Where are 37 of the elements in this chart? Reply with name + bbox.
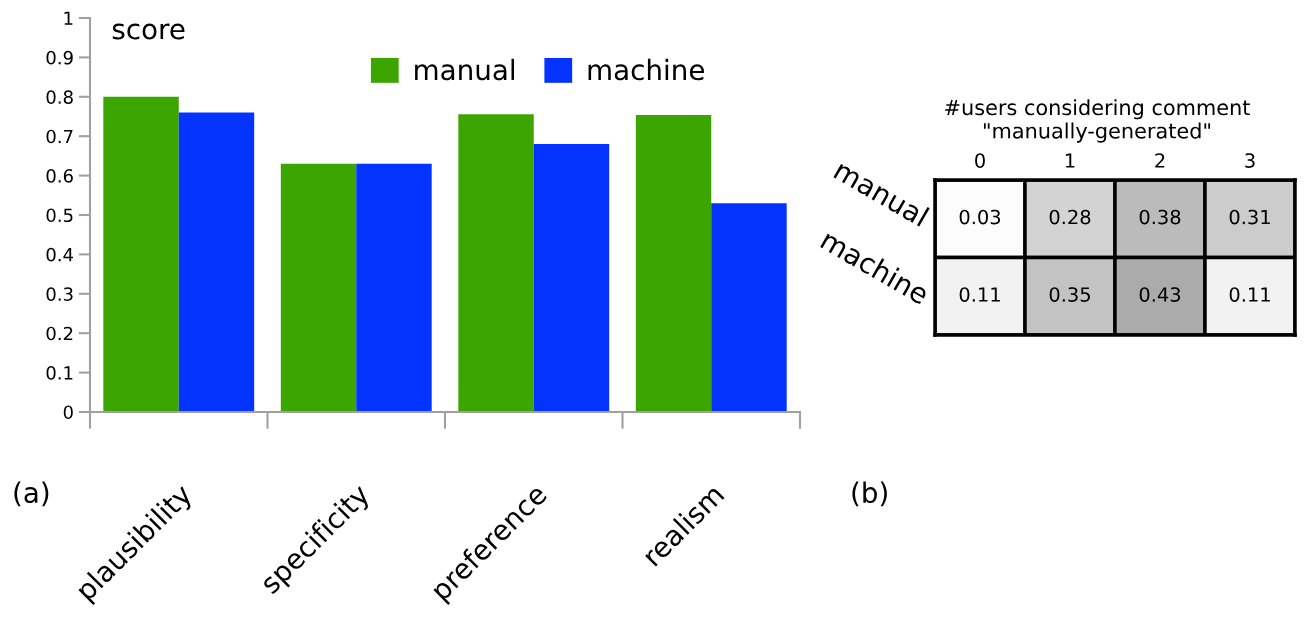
y-tick-label: 0.1 <box>46 366 73 380</box>
chart-title: #users considering comment "manually-generated" <box>945 99 1250 143</box>
y-tick-label: 0.9 <box>46 50 73 65</box>
bar <box>103 96 179 412</box>
x-tick-label: 3 <box>1245 153 1255 168</box>
y-tick-label: 0.3 <box>46 287 73 301</box>
data-label: 0.35 <box>1049 287 1090 302</box>
y-tick-label: 0.2 <box>46 326 73 341</box>
bar <box>280 163 357 412</box>
legend-label: manual <box>415 58 514 81</box>
text: (a) <box>14 481 49 507</box>
data-label: 0.11 <box>959 287 1000 302</box>
bar <box>533 144 610 412</box>
x-tick-label: 1 <box>1065 153 1075 168</box>
data-label: 0.03 <box>959 209 1001 225</box>
data-label: 0.43 <box>1139 287 1181 302</box>
y-tick-label: 0.5 <box>46 208 73 223</box>
y-tick-label: 0.6 <box>46 169 73 183</box>
y-tick-label: 0 <box>63 405 73 420</box>
y-tick-label: 0.7 <box>46 129 73 144</box>
y-axis-title: score <box>112 23 185 40</box>
data-label: 0.28 <box>1049 209 1091 225</box>
x-tick-label: 0 <box>975 153 985 168</box>
data-label: 0.11 <box>1229 287 1270 302</box>
bar <box>356 163 432 412</box>
bar <box>711 203 787 412</box>
bar <box>635 114 712 412</box>
y-tick-label: 1 <box>64 11 73 25</box>
x-tick-label: 2 <box>1155 153 1165 168</box>
text: (b) <box>852 481 887 507</box>
data-label: 0.38 <box>1139 209 1181 225</box>
y-tick-label: 0.4 <box>46 247 74 262</box>
data-label: 0.31 <box>1229 209 1270 225</box>
bar <box>178 112 255 412</box>
y-tick-label: 0.8 <box>46 90 73 104</box>
legend-label: machine <box>588 58 704 81</box>
bar <box>458 114 534 412</box>
